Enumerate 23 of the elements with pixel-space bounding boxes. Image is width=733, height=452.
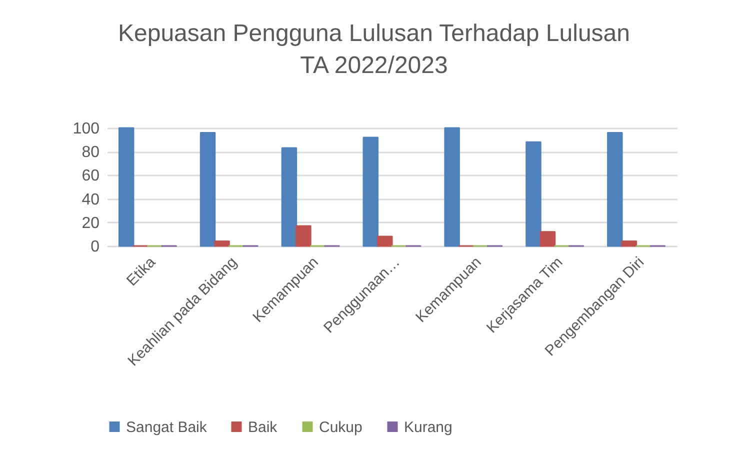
legend-label: Baik [248, 418, 278, 436]
bar [621, 240, 638, 247]
bar [214, 240, 230, 247]
y-tick-label: 80 [82, 144, 100, 162]
y-tick-label: 100 [72, 120, 100, 138]
bar [281, 147, 298, 247]
bar [296, 225, 312, 247]
y-tick-label: 20 [82, 214, 100, 232]
bar [526, 141, 542, 247]
legend-label: Kurang [404, 418, 452, 436]
bar [377, 236, 393, 247]
y-tick-label: 0 [90, 238, 100, 256]
y-tick-label: 40 [82, 191, 100, 208]
legend-label: Sangat Baik [126, 418, 208, 436]
bar [444, 127, 460, 247]
legend-label: Cukup [319, 418, 362, 436]
bar [200, 132, 216, 247]
y-tick-label: 60 [82, 168, 100, 185]
bar [118, 127, 134, 247]
bar [362, 136, 378, 247]
bar [540, 231, 556, 247]
chart-title: Kepuasan Pengguna Lulusan Terhadap Lulusan TA 2022/2023 [118, 20, 630, 79]
bar [607, 132, 623, 247]
